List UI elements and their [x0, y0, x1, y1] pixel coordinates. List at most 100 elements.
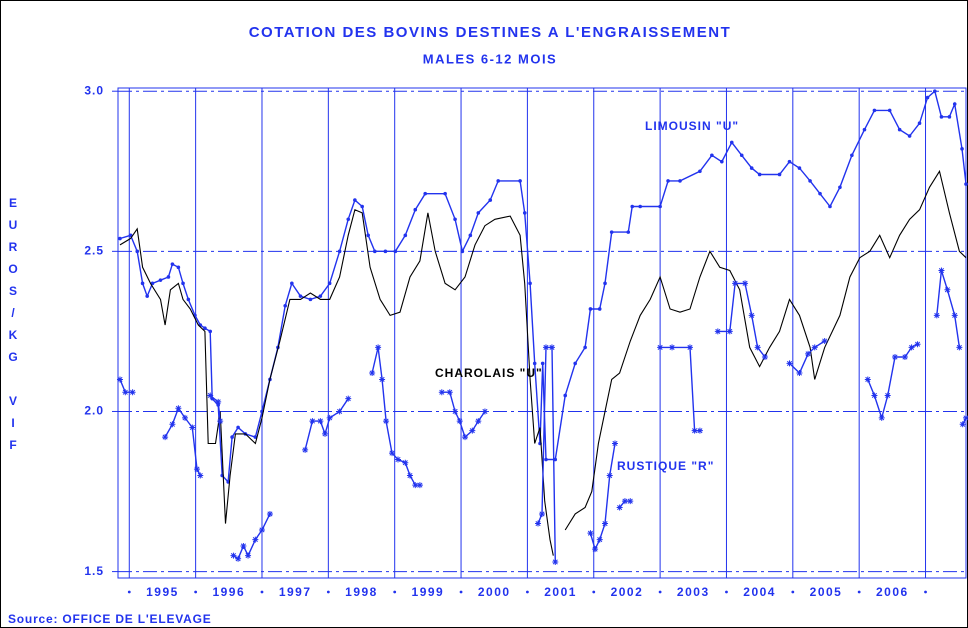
marker-dot [658, 204, 662, 209]
marker-star [587, 530, 594, 537]
marker-dot [597, 307, 602, 311]
marker-star [162, 434, 169, 441]
marker-star [197, 472, 204, 479]
marker-dot [960, 147, 964, 151]
marker-dot [230, 435, 234, 439]
marker-star [175, 405, 182, 412]
marker-star [309, 418, 316, 425]
marker-star [481, 408, 488, 415]
chart-subtitle: MALES 6-12 MOIS [423, 51, 557, 66]
marker-star [786, 360, 793, 367]
marker-star [908, 344, 915, 351]
marker-star [189, 424, 196, 431]
marker-star [956, 344, 963, 351]
marker-dot [720, 159, 724, 164]
marker-star [452, 408, 459, 415]
x-separator [393, 590, 397, 594]
marker-star [938, 267, 945, 274]
marker-star [871, 392, 878, 399]
marker-dot [638, 204, 643, 209]
series-label: LIMOUSIN "U" [645, 119, 739, 133]
marker-dot [468, 233, 473, 238]
marker-star [416, 482, 423, 489]
marker-dot [496, 179, 501, 183]
marker-star [606, 472, 613, 479]
marker-star [602, 520, 609, 527]
marker-dot [488, 198, 493, 202]
marker-star [539, 510, 545, 517]
marker-star [326, 414, 333, 421]
marker-star [207, 392, 214, 399]
marker-star [438, 389, 445, 396]
x-tick-label: 2005 [810, 585, 843, 599]
marker-dot [360, 204, 364, 209]
marker-star [596, 536, 603, 543]
marker-star [732, 280, 739, 287]
marker-star [369, 370, 376, 377]
marker-star [462, 434, 469, 441]
marker-dot [337, 249, 342, 254]
x-tick-label: 2000 [478, 585, 511, 599]
x-separator [127, 590, 131, 594]
x-separator [194, 590, 198, 594]
marker-dot [118, 236, 122, 241]
marker-star [258, 526, 265, 533]
marker-dot [532, 361, 537, 366]
marker-star [317, 418, 324, 425]
marker-star [761, 354, 768, 361]
marker-dot [887, 108, 892, 113]
marker-star [686, 344, 693, 351]
x-tick-label: 2004 [743, 585, 776, 599]
marker-star [245, 552, 252, 559]
marker-star [116, 376, 123, 383]
chart-title: COTATION DES BOVINS DESTINES A L'ENGRAIS… [249, 24, 732, 41]
marker-star [235, 555, 242, 562]
marker-dot [423, 191, 428, 196]
marker-star [669, 344, 676, 351]
marker-star [811, 344, 818, 351]
marker-star [657, 344, 664, 351]
marker-star [215, 398, 222, 405]
marker-dot [952, 102, 957, 106]
marker-star [821, 338, 828, 345]
marker-dot [518, 179, 522, 183]
marker-dot [797, 166, 802, 170]
marker-dot [158, 278, 163, 282]
marker-dot [253, 435, 258, 439]
marker-star [805, 350, 812, 357]
marker-dot [383, 249, 388, 254]
series-label: RUSTIQUE "R" [617, 459, 714, 473]
marker-dot [850, 153, 854, 158]
x-separator [857, 590, 861, 594]
marker-dot [522, 211, 527, 215]
marker-star [611, 440, 618, 447]
marker-star [469, 427, 476, 434]
marker-dot [917, 121, 922, 126]
marker-star [412, 482, 419, 489]
marker-dot [603, 281, 607, 286]
x-tick-label: 1995 [146, 585, 179, 599]
marker-dot [403, 233, 408, 238]
series-line [119, 89, 967, 484]
marker-star [864, 376, 871, 383]
marker-star [169, 421, 176, 428]
x-tick-label: 2002 [611, 585, 644, 599]
x-separator [260, 590, 264, 594]
marker-dot [186, 297, 191, 302]
marker-dot [176, 265, 181, 270]
x-tick-label: 2006 [876, 585, 909, 599]
marker-star [616, 504, 623, 511]
marker-star [714, 328, 721, 335]
marker-dot [609, 230, 614, 234]
marker-dot [366, 233, 370, 238]
marker-star [726, 328, 733, 335]
x-separator [725, 590, 728, 594]
marker-dot [777, 172, 782, 177]
x-tick-label: 1996 [212, 585, 245, 599]
x-separator [592, 590, 596, 594]
marker-dot [933, 89, 937, 94]
marker-star [696, 427, 703, 434]
marker-star [389, 450, 396, 457]
marker-dot [583, 345, 587, 350]
marker-star [621, 498, 628, 505]
